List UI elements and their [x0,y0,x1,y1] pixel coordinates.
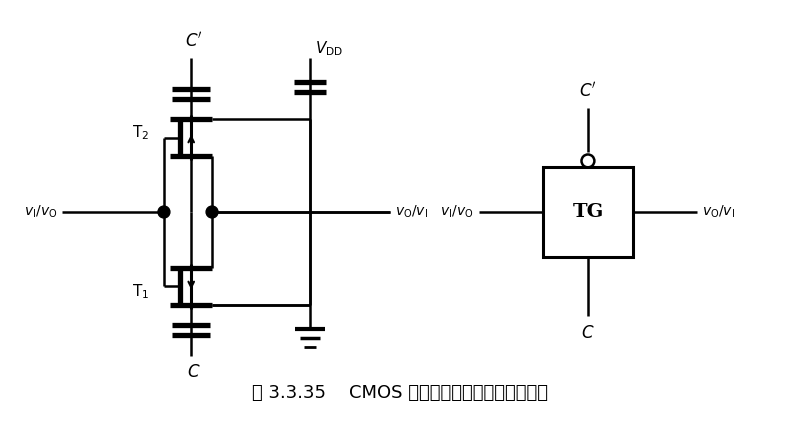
Text: $C'$: $C'$ [579,81,597,100]
Text: 图 3.3.35    CMOS 传输门的电路结构和逻辑符号: 图 3.3.35 CMOS 传输门的电路结构和逻辑符号 [252,384,547,402]
Circle shape [158,206,170,218]
Text: $C$: $C$ [187,363,201,381]
Text: $C$: $C$ [581,324,594,342]
Text: $v_{\rm O}/v_{\rm I}$: $v_{\rm O}/v_{\rm I}$ [395,204,427,220]
Text: $v_{\rm I}/v_{\rm O}$: $v_{\rm I}/v_{\rm O}$ [440,204,474,220]
Circle shape [206,206,218,218]
Text: $\mathrm{T}_1$: $\mathrm{T}_1$ [132,282,149,301]
Text: TG: TG [572,203,603,221]
Text: $V_{\mathrm{DD}}$: $V_{\mathrm{DD}}$ [315,39,344,58]
Text: $v_{\rm I}/v_{\rm O}$: $v_{\rm I}/v_{\rm O}$ [24,204,58,220]
Bar [543,167,633,257]
Text: $\mathrm{T}_2$: $\mathrm{T}_2$ [132,123,149,142]
Text: $C'$: $C'$ [185,32,203,51]
Text: $v_{\rm O}/v_{\rm I}$: $v_{\rm O}/v_{\rm I}$ [702,204,735,220]
